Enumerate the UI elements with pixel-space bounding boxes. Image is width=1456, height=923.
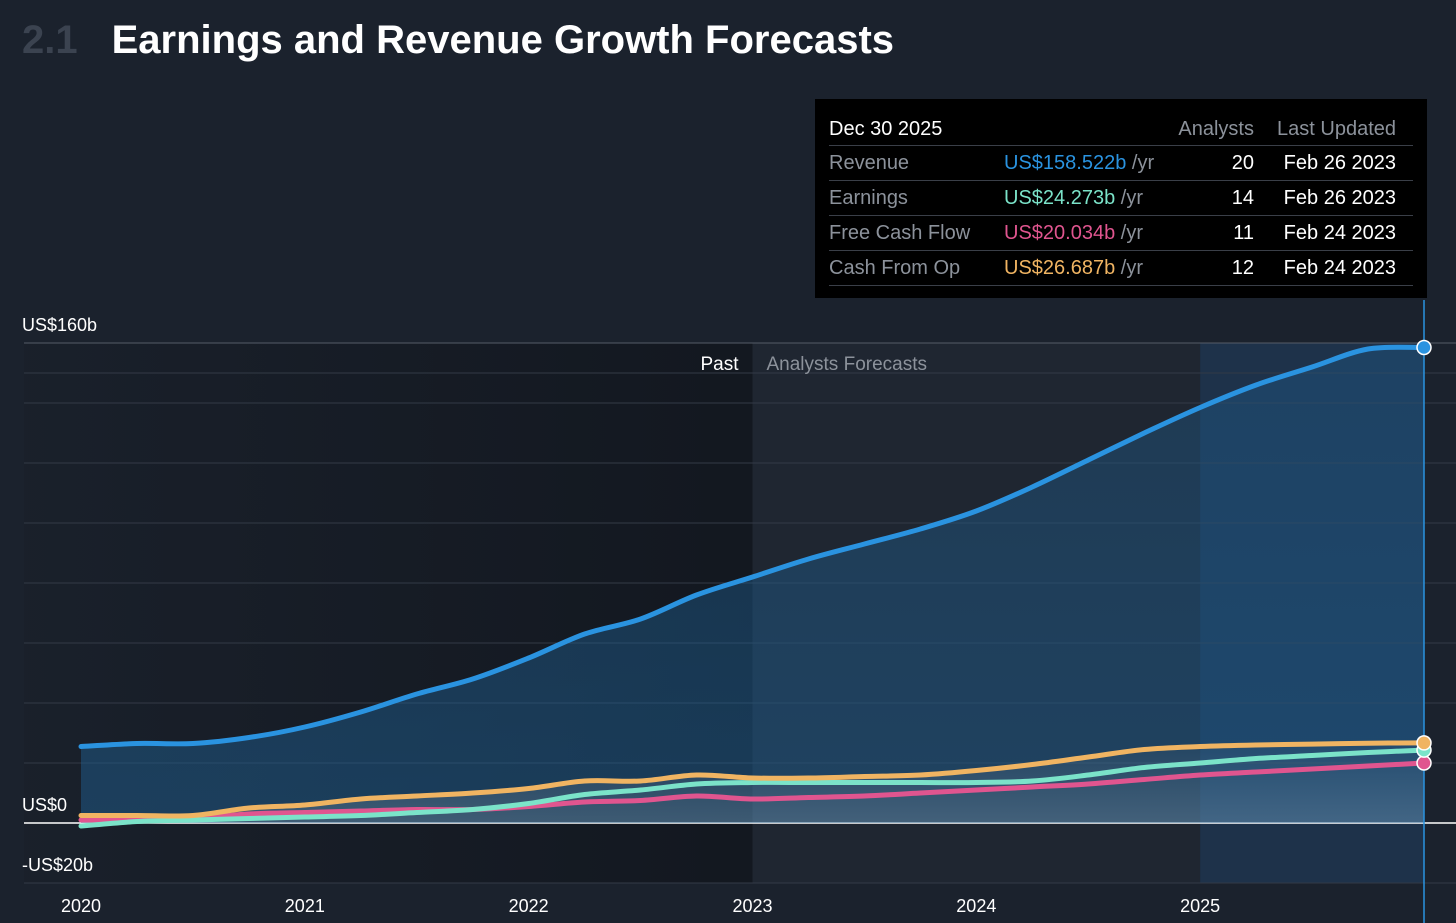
y-tick-label: -US$20b [22,855,93,875]
tooltip-row-analysts: 11 [1233,221,1254,244]
past-label: Past [700,354,739,375]
series-marker-revenue [1416,339,1432,356]
x-tick-label: 2021 [285,896,325,916]
tooltip-row-updated: Feb 24 2023 [1283,256,1396,279]
x-tick-label: 2023 [732,896,772,916]
x-tick-label: 2024 [956,896,996,916]
tooltip-row-analysts: 12 [1231,256,1254,279]
tooltip-row-label: Free Cash Flow [829,221,971,244]
tooltip-row-earnings: Earnings US$24.273b /yr 14 Feb 26 2023 [829,181,1413,216]
tooltip-row-updated: Feb 26 2023 [1283,186,1396,209]
tooltip-row-unit: /yr [1120,256,1143,279]
tooltip-date: Dec 30 2025 [829,117,943,140]
chart-title: Earnings and Revenue Growth Forecasts [111,18,895,62]
tooltip-row-free-cash-flow: Free Cash Flow US$20.034b /yr 11 Feb 24 … [829,216,1413,251]
tooltip-row-unit: /yr [1131,151,1155,174]
section-number: 2.1 [22,18,78,62]
tooltip-row-updated: Feb 24 2023 [1283,221,1396,244]
data-tooltip: Dec 30 2025 Analysts Last Updated Revenu… [815,99,1427,298]
tooltip-row-unit: /yr [1120,221,1143,244]
tooltip-col-analysts: Analysts [1178,117,1254,140]
tooltip-row-label: Revenue [829,151,910,174]
tooltip-row-label: Earnings [829,186,908,209]
tooltip-row-value: US$158.522b [1004,151,1127,174]
series-marker-cash-from-op [1416,735,1432,751]
series-line-earnings [78,747,1427,829]
tooltip-row-updated: Feb 26 2023 [1283,151,1396,174]
tooltip-row-unit: /yr [1120,186,1143,209]
x-tick-label: 2022 [509,896,549,916]
tooltip-row-value: US$26.687b [1004,256,1116,279]
series-line-revenue [78,344,1427,749]
section-header: 2.1 Earnings and Revenue Growth Forecast… [22,18,894,72]
x-tick-label: 2020 [61,896,101,916]
tooltip-row-label: Cash From Op [829,256,961,279]
tooltip-row-value: US$24.273b [1004,186,1116,209]
y-tick-label: US$160b [22,315,97,335]
tooltip-row-analysts: 20 [1231,151,1254,174]
series-marker-free-cash-flow [1416,755,1432,771]
tooltip-row-cash-from-op: Cash From Op US$26.687b /yr 12 Feb 24 20… [829,251,1413,286]
tooltip-row-revenue: Revenue US$158.522b /yr 20 Feb 26 2023 [829,146,1413,181]
revenue-area [81,347,1424,823]
series-line-free-cash-flow [78,760,1427,823]
forecast-label: Analysts Forecasts [767,354,928,375]
tooltip-header: Dec 30 2025 Analysts Last Updated [829,113,1413,146]
x-tick-label: 2025 [1180,896,1220,916]
y-tick-label: US$0 [22,795,67,815]
tooltip-row-value: US$20.034b [1004,221,1116,244]
tooltip-col-updated: Last Updated [1277,117,1396,140]
tooltip-row-analysts: 14 [1231,186,1254,209]
series-line-cash-from-op [78,740,1427,819]
